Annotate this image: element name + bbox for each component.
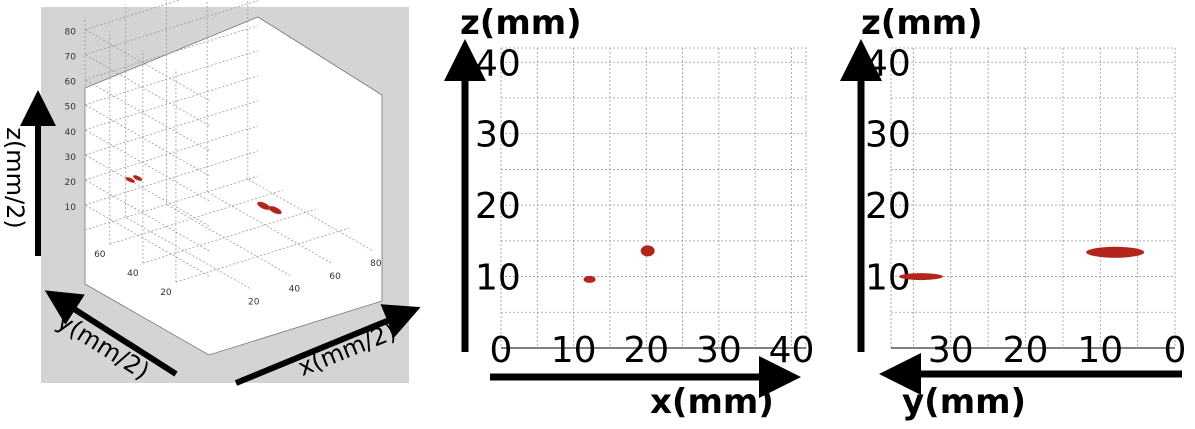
tick-label-3d-z: 20 [65, 178, 77, 188]
yz-x-tick-label: 20 [1003, 330, 1049, 371]
grid-3d [84, 0, 373, 289]
tick-label-3d-z: 30 [65, 153, 77, 163]
grid-xz [500, 47, 807, 349]
points-yz [898, 246, 1145, 281]
ticks-xz: 10 20 30 40 0 10 20 30 40 [475, 43, 814, 371]
ticks-3d: 20 40 60 80 20 40 60 10 20 30 40 50 60 70 80 [65, 28, 382, 308]
data-point-3d [125, 177, 135, 183]
points-xz [583, 245, 655, 283]
y-axis-arrow [44, 290, 178, 377]
yz-grid-frame [890, 47, 1176, 349]
xz-y-tick-label: 30 [475, 115, 521, 156]
data-point-3d [133, 175, 143, 181]
yz-y-tick-label: 30 [865, 115, 911, 156]
tick-label-3d-x: 40 [289, 285, 301, 295]
data-point-3d [257, 201, 271, 210]
yz-y-tick-label: 40 [865, 43, 911, 84]
panel-xz: 10 20 30 40 0 10 20 30 40 z(mm) x(mm) [444, 3, 814, 422]
xz-x-tick-label: 10 [551, 330, 597, 371]
xz-z-label: z(mm) [460, 3, 582, 43]
xz-y-tick-label: 20 [475, 186, 521, 227]
tick-label-3d-y: 60 [94, 250, 106, 260]
axes-box-3d [84, 16, 383, 356]
xz-x-label: x(mm) [650, 382, 774, 422]
tick-label-3d-z: 80 [65, 28, 77, 38]
data-point-xz [583, 275, 596, 283]
tick-label-3d-z: 60 [65, 78, 77, 88]
tick-label-3d-x: 80 [370, 259, 382, 269]
xz-x-tick-label: 40 [769, 330, 815, 371]
yz-z-label: z(mm) [861, 3, 983, 43]
data-point-3d [268, 206, 282, 215]
tick-label-3d-z: 10 [65, 203, 77, 213]
yz-x-tick-label: 30 [928, 330, 974, 371]
data-point-xz [640, 245, 655, 257]
points-3d [125, 175, 282, 215]
z-axis-label: z(mm/2) [1, 127, 29, 228]
yz-y-label: y(mm) [902, 382, 1026, 422]
data-point-yz [1086, 246, 1145, 258]
x-axis-arrow [234, 304, 421, 386]
xz-grid-frame [500, 47, 807, 349]
xz-x-tick-label: 0 [490, 330, 513, 371]
xz-y-tick-label: 10 [475, 258, 521, 299]
xz-x-tick-label: 20 [623, 330, 669, 371]
tick-label-3d-z: 50 [65, 103, 77, 113]
tick-label-3d-z: 70 [65, 53, 77, 63]
yz-x-tick-label: 10 [1077, 330, 1123, 371]
xz-y-tick-label: 40 [475, 43, 521, 84]
xz-x-tick-label: 30 [696, 330, 742, 371]
yz-x-tick-label: 0 [1164, 330, 1187, 371]
yz-y-tick-label: 20 [865, 186, 911, 227]
tick-label-3d-z: 40 [65, 128, 77, 138]
tick-label-3d-x: 20 [248, 297, 260, 307]
tick-label-3d-x: 60 [329, 272, 341, 282]
tick-label-3d-y: 40 [127, 269, 139, 279]
grid-yz [890, 47, 1176, 349]
tick-label-3d-y: 20 [160, 288, 172, 298]
data-point-yz [898, 273, 943, 281]
